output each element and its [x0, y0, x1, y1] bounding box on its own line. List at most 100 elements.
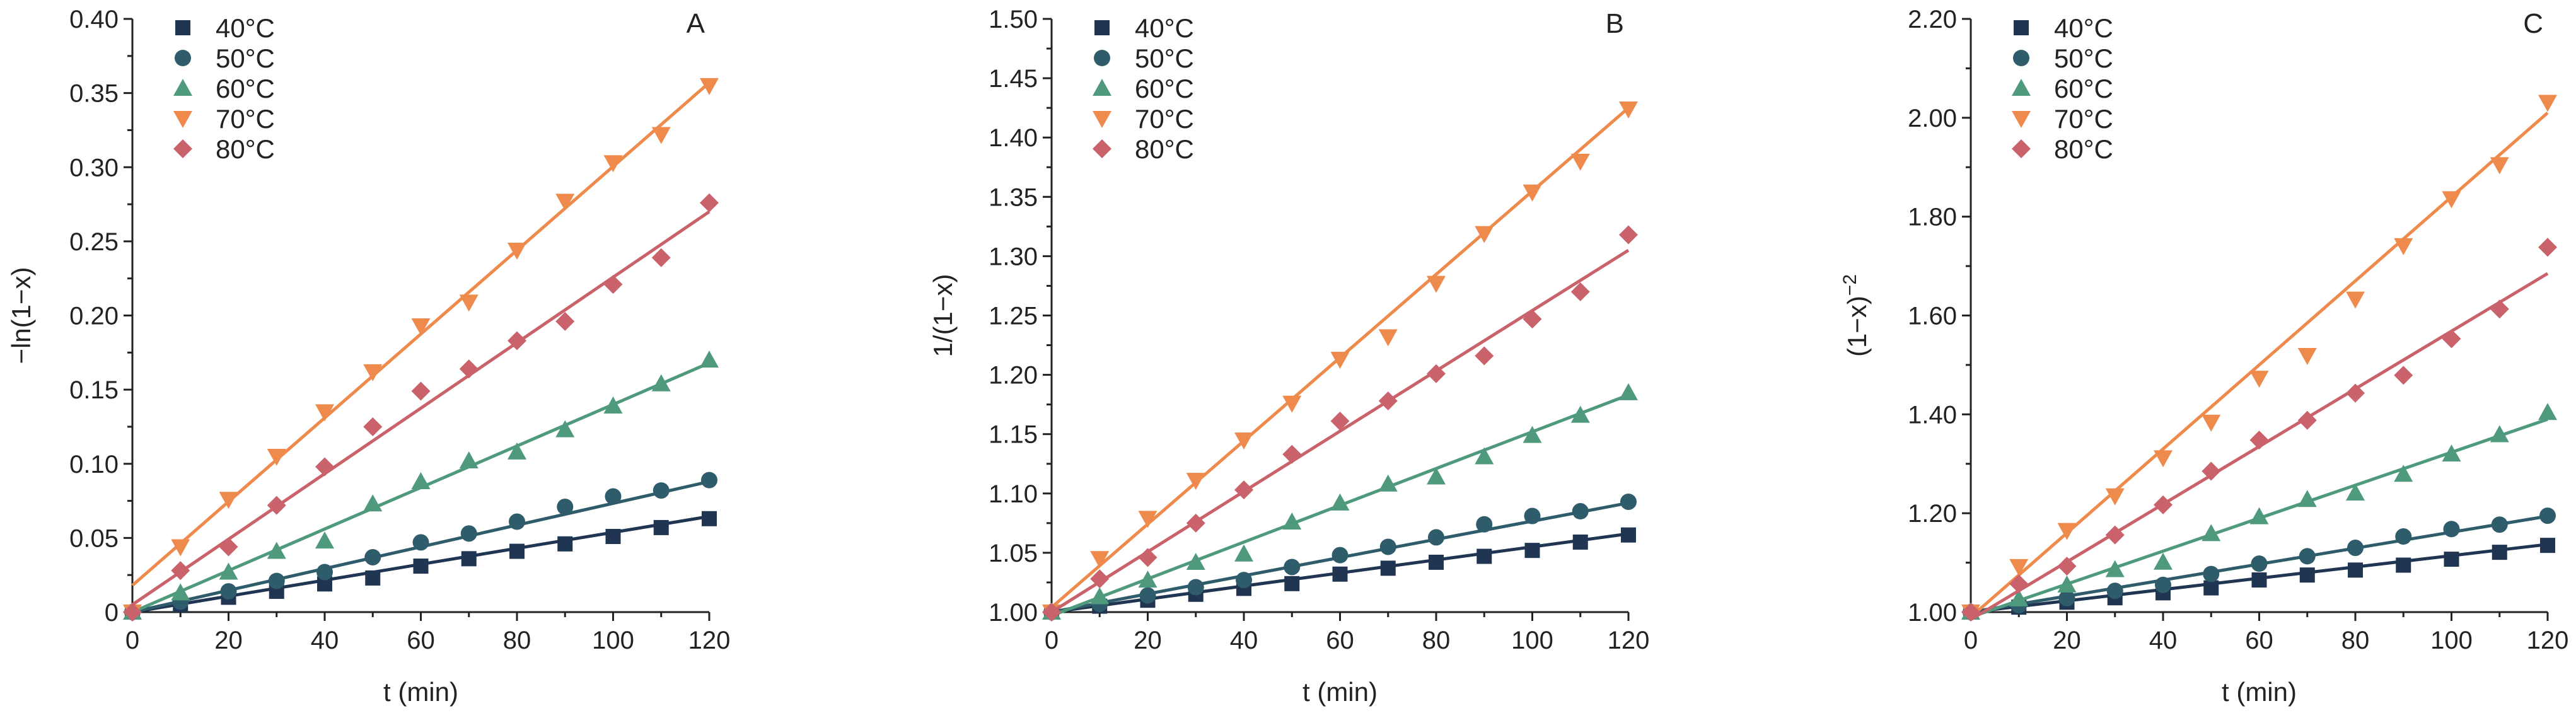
data-point: [2251, 572, 2267, 588]
data-point: [700, 193, 719, 212]
x-axis-title: t (min): [1303, 677, 1378, 707]
data-point: [1477, 548, 1492, 564]
data-point: [2057, 523, 2077, 540]
legend-marker: [2012, 79, 2031, 96]
legend-label: 80°C: [216, 134, 275, 164]
data-point: [2442, 191, 2461, 209]
data-point: [1138, 570, 1157, 588]
data-point: [702, 511, 717, 526]
y-tick-label: 1.10: [989, 480, 1038, 508]
data-point: [1090, 551, 1110, 569]
data-point: [2297, 410, 2317, 430]
y-tick-label: 1.05: [989, 540, 1038, 567]
data-point: [315, 404, 334, 422]
data-point: [219, 562, 238, 580]
panel-letter: B: [1606, 8, 1624, 39]
data-point: [2154, 552, 2173, 570]
y-axis-title-main: (1−x): [1842, 296, 1872, 357]
legend-marker: [173, 111, 192, 128]
x-tick-label: 100: [1511, 627, 1553, 654]
data-point: [700, 350, 719, 368]
data-point: [2396, 557, 2411, 573]
data-point: [2490, 299, 2509, 319]
data-point: [2490, 157, 2509, 175]
legend-label: 70°C: [2054, 104, 2113, 134]
data-point: [1282, 444, 1302, 464]
legend-marker: [2012, 111, 2031, 128]
data-point: [508, 442, 526, 460]
y-axis-title: (1−x)−2: [1840, 274, 1872, 357]
data-point: [1378, 391, 1398, 411]
series-3: [123, 78, 719, 622]
panel-letter: C: [2523, 8, 2543, 39]
data-point: [605, 488, 622, 505]
data-point: [2394, 366, 2413, 385]
data-point: [1236, 572, 1252, 589]
data-point: [2297, 348, 2317, 366]
series-3: [1961, 95, 2557, 622]
data-point: [2203, 565, 2220, 582]
y-tick-label: 0.30: [69, 154, 119, 182]
data-point: [1524, 507, 1541, 524]
data-point: [1090, 569, 1110, 589]
data-point: [1427, 275, 1446, 293]
data-point: [555, 311, 575, 331]
data-point: [2538, 238, 2557, 257]
data-point: [1379, 538, 1396, 555]
y-axis-title-main: 1/(1−x): [928, 274, 958, 357]
y-tick-label: 1.60: [1908, 303, 1957, 330]
x-tick-label: 100: [2430, 627, 2473, 654]
data-point: [1234, 544, 1253, 562]
data-point: [2057, 557, 2077, 576]
y-tick-label: 1.30: [989, 243, 1038, 270]
data-point: [603, 275, 623, 294]
data-point: [219, 492, 238, 509]
data-point: [2154, 450, 2173, 468]
data-point: [1186, 513, 1205, 533]
x-tick-label: 20: [2053, 627, 2081, 654]
data-point: [2346, 383, 2365, 403]
y-axis-title-main: −ln(1−x): [6, 267, 36, 364]
x-tick-label: 20: [1134, 627, 1162, 654]
data-point: [219, 537, 238, 557]
data-point: [1332, 547, 1349, 564]
data-point: [651, 248, 671, 267]
data-point: [364, 548, 381, 565]
y-tick-label: 1.40: [1908, 401, 1957, 429]
data-point: [1330, 411, 1350, 431]
data-point: [1429, 554, 1444, 570]
legend-marker: [175, 50, 191, 66]
data-point: [1138, 548, 1157, 567]
data-point: [2540, 538, 2555, 553]
x-tick-label: 120: [2527, 627, 2569, 654]
data-point: [1090, 587, 1110, 605]
data-point: [603, 155, 623, 173]
legend-marker: [1094, 20, 1110, 35]
fit-line: [1970, 112, 2549, 618]
data-point: [2299, 548, 2316, 565]
y-tick-label: 1.20: [1908, 500, 1957, 528]
x-axis-title: t (min): [383, 677, 458, 707]
data-point: [1428, 529, 1444, 546]
x-tick-label: 120: [1608, 627, 1650, 654]
data-point: [2058, 590, 2075, 607]
series-4: [123, 193, 719, 622]
data-point: [509, 513, 525, 530]
data-point: [2395, 528, 2412, 545]
data-point: [2490, 425, 2509, 443]
x-tick-label: 0: [1045, 627, 1059, 654]
data-point: [1570, 153, 1590, 171]
data-point: [2442, 444, 2461, 462]
series-2: [1961, 403, 2557, 620]
data-point: [2346, 291, 2365, 309]
y-tick-label: 0.15: [69, 376, 119, 404]
y-tick-label: 1.50: [989, 6, 1038, 33]
data-point: [1427, 364, 1446, 383]
panel-letter: A: [687, 8, 705, 39]
y-tick-label: 0.35: [69, 80, 119, 108]
data-point: [1523, 184, 1542, 202]
data-point: [1186, 552, 1205, 570]
data-point: [508, 242, 526, 260]
data-point: [2249, 507, 2269, 524]
panel-a-first-order-plot: 0 0.05 0.10 0.15 0.20 0.25 0.30 0.35 0.40 0 20 40 60…: [6, 6, 730, 707]
